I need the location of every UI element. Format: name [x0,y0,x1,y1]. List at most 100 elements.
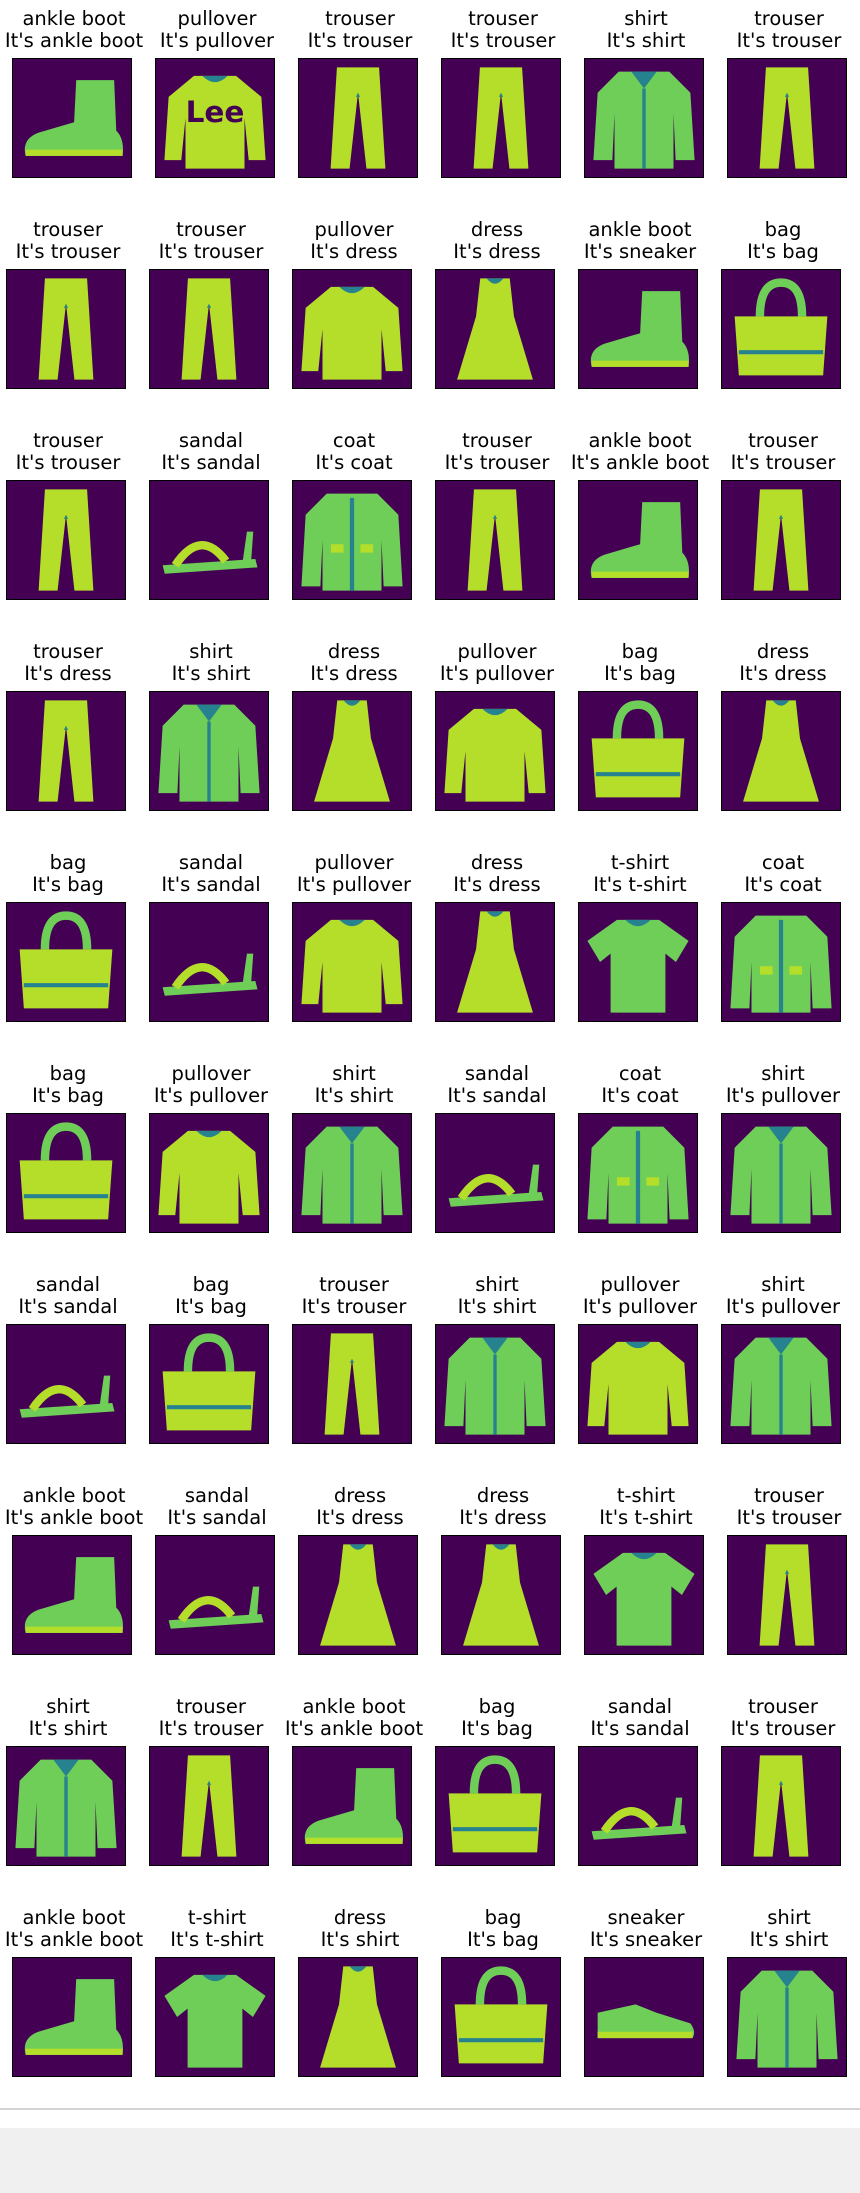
shirt-shape-2 [779,1354,783,1435]
dress-icon [320,1544,396,1646]
trouser-shape-0 [181,278,237,380]
predicted-label: It's pullover [725,1084,841,1107]
true-label: sneaker [607,1906,685,1929]
bag-icon [19,911,113,1009]
bag-shape-1 [19,949,113,1009]
prediction-cell: sandal It's sandal [423,1055,567,1266]
shirt-shape-2 [493,1354,497,1435]
bag-image [441,1957,561,2077]
true-label: trouser [33,218,103,241]
coat-image [292,480,412,600]
coat-icon [301,493,403,591]
trouser-icon [181,1755,237,1857]
predicted-label: It's trouser [15,451,121,474]
prediction-cell: sandal It's sandal [143,1477,287,1688]
bag-image [6,902,126,1022]
prediction-cell: sandal It's sandal [137,844,281,1055]
coat-icon [587,1126,689,1224]
shirt-image [584,58,704,178]
sandal-shape-2 [671,1797,683,1828]
true-label: t-shirt [187,1906,247,1929]
t-shirt-image [155,1957,275,2077]
prediction-cell: ankle boot It's ankle boot [0,0,144,211]
coat-shape-1 [349,497,355,591]
sneaker-image [584,1957,704,2077]
pullover-shape-0 [301,286,403,380]
dress-shape-1 [486,911,504,917]
trouser-icon [467,489,523,591]
true-label: dress [756,640,810,663]
prediction-cell: pullover It's pullover [423,633,567,844]
shirt-shape-1 [196,704,222,722]
pullover-shape-0 [587,1341,689,1435]
shirt-shape-2 [785,1987,789,2068]
sandal-shape-1 [171,963,230,990]
dress-image [298,1957,418,2077]
pullover-shape-1 [625,1341,651,1349]
prediction-cell: dress It's dress [423,844,567,1055]
trouser-image [727,1535,847,1655]
shirt-shape-1 [631,71,657,89]
trouser-shape-1 [63,725,69,730]
predicted-label: It's sneaker [589,1928,703,1951]
coat-shape-2 [330,544,374,553]
predicted-label: It's trouser [444,451,550,474]
bag-shape-0 [475,1966,527,2005]
t-shirt-icon [587,919,689,1013]
true-label: bag [192,1273,230,1296]
coat-shape-2 [759,966,803,975]
trouser-image [298,58,418,178]
predicted-label: It's pullover [159,29,275,52]
shirt-shape-2 [779,1143,783,1224]
pullover-shape-1 [339,286,365,294]
ankle-boot-image [12,1957,132,2077]
dress-icon [314,700,390,802]
trouser-image [727,58,847,178]
true-label: trouser [462,429,532,452]
pullover-icon [444,708,546,802]
trouser-shape-1 [784,1569,790,1574]
predicted-label: It's bag [747,240,819,263]
shirt-shape-1 [774,1970,800,1988]
true-label: shirt [624,7,668,30]
true-label: shirt [761,1273,805,1296]
trouser-image [149,269,269,389]
prediction-cell: dress It's dress [709,633,853,844]
bag-shape-2 [458,2038,544,2043]
predicted-label: It's sandal [18,1295,118,1318]
dress-shape-0 [320,1966,396,2068]
true-label: trouser [748,429,818,452]
sandal-image [155,1535,275,1655]
true-label: trouser [748,1695,818,1718]
dress-shape-0 [314,700,390,802]
trouser-shape-1 [498,92,504,97]
ankle-boot-image [292,1746,412,1866]
predicted-label: It's shirt [314,1084,394,1107]
trouser-shape-0 [467,489,523,591]
true-label: trouser [754,7,824,30]
sandal-icon [591,1797,687,1840]
shirt-icon [301,1126,403,1224]
predicted-label: It's shirt [320,1928,400,1951]
pullover-icon [158,1130,260,1224]
ankle-boot-image [12,58,132,178]
true-label: ankle boot [302,1695,406,1718]
prediction-cell: trouser It's dress [0,633,138,844]
true-label: trouser [325,7,395,30]
sandal-shape-0 [162,558,258,574]
true-label: trouser [33,640,103,663]
ankle-boot-image [12,1535,132,1655]
bag-shape-1 [734,316,828,376]
trouser-icon [759,67,815,169]
sandal-shape-2 [528,1164,540,1195]
predicted-label: It's trouser [736,29,842,52]
ankle-boot-shape-1 [25,2048,123,2055]
trouser-icon [759,1544,815,1646]
t-shirt-image [578,902,698,1022]
bag-icon [591,700,685,798]
prediction-cell: pullover It's pullover [137,1055,281,1266]
true-label: bag [764,218,802,241]
dress-shape-0 [457,911,533,1013]
bag-shape-2 [452,1827,538,1832]
dress-shape-0 [320,1544,396,1646]
